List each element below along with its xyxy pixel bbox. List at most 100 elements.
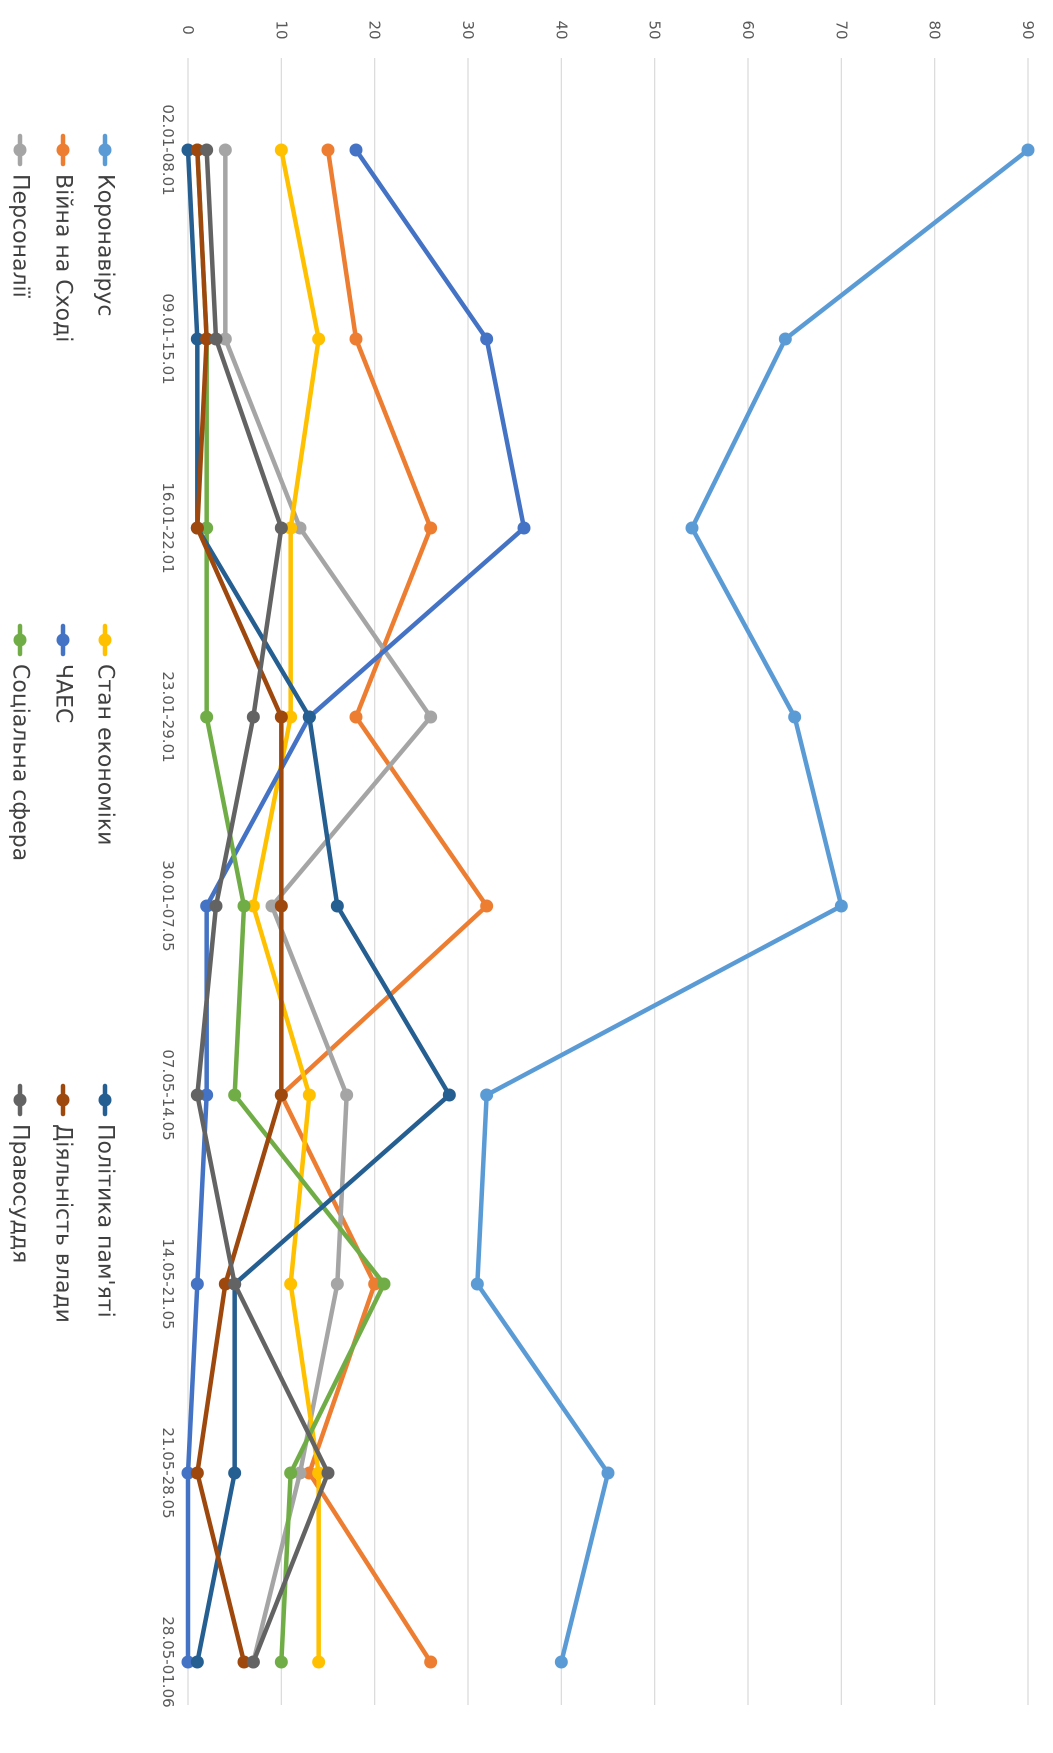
data-point <box>330 1277 344 1291</box>
category-tick-label: 21.05-28.05 <box>159 1427 177 1518</box>
data-point <box>778 332 792 346</box>
data-point <box>480 1088 494 1102</box>
category-tick-label: 02.01-08.01 <box>159 104 177 195</box>
legend-item: ЧАЕС <box>51 623 76 723</box>
legend-swatch-marker <box>13 1093 27 1107</box>
value-tick-label: 20 <box>366 20 384 39</box>
data-point <box>200 899 214 913</box>
data-point <box>200 1088 214 1102</box>
data-point <box>284 1277 298 1291</box>
data-point <box>349 710 363 724</box>
data-point <box>274 521 288 535</box>
data-point <box>237 1655 251 1669</box>
legend-swatch-marker <box>98 1093 112 1107</box>
legend-item: Війна на Сході <box>51 133 76 342</box>
legend-item: Діяльність влади <box>51 1083 76 1323</box>
category-tick-label: 14.05-21.05 <box>159 1238 177 1329</box>
data-point <box>349 143 363 157</box>
data-point <box>190 332 204 346</box>
value-tick-label: 0 <box>179 25 197 35</box>
legend-item: Персоналії <box>8 133 33 299</box>
data-point <box>424 1655 438 1669</box>
category-tick-label: 23.01-29.01 <box>159 671 177 762</box>
legend-swatch-marker <box>56 143 70 157</box>
data-point <box>349 332 363 346</box>
data-point <box>218 1277 232 1291</box>
data-point <box>554 1655 568 1669</box>
data-point <box>228 1466 242 1480</box>
legend-swatch-marker <box>13 633 27 647</box>
legend-swatch-marker <box>13 143 27 157</box>
series-line <box>195 147 387 1665</box>
data-point <box>209 332 223 346</box>
category-tick-label: 09.01-15.01 <box>159 293 177 384</box>
data-point <box>274 143 288 157</box>
data-point <box>181 143 195 157</box>
legend-label: Війна на Сході <box>51 174 76 342</box>
series-line <box>475 147 1031 1665</box>
data-point <box>181 1466 195 1480</box>
data-point <box>377 1277 391 1291</box>
data-point <box>190 1466 204 1480</box>
series-8 <box>190 143 335 1669</box>
data-point <box>246 710 260 724</box>
data-point <box>480 899 494 913</box>
data-point <box>200 143 214 157</box>
value-tick-label: 70 <box>832 20 850 39</box>
category-tick-label: 30.01-07.05 <box>159 860 177 951</box>
value-tick-label: 80 <box>926 20 944 39</box>
data-point <box>274 899 288 913</box>
data-point <box>302 1466 316 1480</box>
value-tick-label: 40 <box>552 20 570 39</box>
data-point <box>685 521 699 535</box>
series-1 <box>274 143 494 1669</box>
data-point <box>200 332 214 346</box>
series-0 <box>470 143 1035 1669</box>
gridlines <box>187 58 1029 1705</box>
series-lines <box>181 143 1035 1669</box>
value-axis-ticks: 0 10 20 30 40 50 60 70 80 90 <box>179 20 1037 39</box>
data-point <box>368 1277 382 1291</box>
data-point <box>321 1466 335 1480</box>
data-point <box>517 521 531 535</box>
data-point <box>302 1088 316 1102</box>
data-point <box>190 521 204 535</box>
legend-label: Соціальна сфера <box>8 664 33 861</box>
data-point <box>424 521 438 535</box>
data-point <box>190 143 204 157</box>
legend-item: Коронавірус <box>93 133 118 317</box>
series-7 <box>190 143 288 1669</box>
data-point <box>312 1466 326 1480</box>
data-point <box>293 521 307 535</box>
data-point <box>788 710 802 724</box>
category-tick-label: 16.01-22.01 <box>159 482 177 573</box>
data-point <box>237 899 251 913</box>
data-point <box>834 899 848 913</box>
series-3 <box>246 143 326 1669</box>
data-point <box>190 1088 204 1102</box>
legend-swatch-marker <box>98 143 112 157</box>
data-point <box>190 1277 204 1291</box>
legend-label: Стан економіки <box>93 664 118 845</box>
data-point <box>1021 143 1035 157</box>
legend: Коронавірус Війна на Сході Персоналії Стан … <box>8 133 118 1323</box>
legend-label: Діяльність влади <box>51 1124 76 1323</box>
data-point <box>340 1088 354 1102</box>
category-axis-ticks: 02.01-08.01 09.01-15.01 16.01-22.01 23.01-2… <box>159 104 177 1707</box>
data-point <box>284 710 298 724</box>
legend-item: Політика пам'яті <box>93 1083 118 1318</box>
data-point <box>209 899 223 913</box>
data-point <box>442 1088 456 1102</box>
data-point <box>181 1655 195 1669</box>
legend-label: Персоналії <box>8 174 33 299</box>
legend-item: Правосуддя <box>8 1083 33 1263</box>
legend-label: Правосуддя <box>8 1124 33 1263</box>
data-point <box>218 332 232 346</box>
data-point <box>274 710 288 724</box>
data-point <box>312 332 326 346</box>
data-point <box>190 1655 204 1669</box>
data-point <box>228 1277 242 1291</box>
value-tick-label: 50 <box>646 20 664 39</box>
data-point <box>274 1655 288 1669</box>
